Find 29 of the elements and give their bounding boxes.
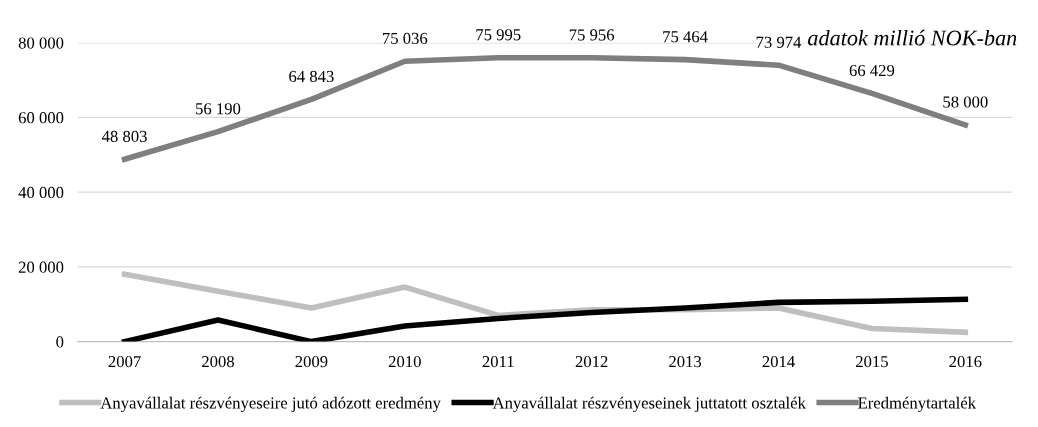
data-label: 75 956 bbox=[569, 29, 615, 41]
y-tick-label: 0 bbox=[56, 336, 64, 348]
data-label: 58 000 bbox=[943, 96, 988, 108]
legend-label: Anyavállalat részvényeseire jutó adózott eredmény bbox=[100, 396, 441, 412]
y-tick-label: 60 000 bbox=[18, 112, 64, 124]
legend-label: Anyavállalat részvényeseinek juttatott osztalék bbox=[492, 396, 806, 412]
y-tick-label: 80 000 bbox=[18, 37, 64, 49]
data-label: 73 974 bbox=[756, 36, 802, 48]
x-tick-label: 2012 bbox=[575, 355, 608, 368]
x-tick-label: 2009 bbox=[295, 355, 328, 368]
x-tick-label: 2013 bbox=[669, 355, 702, 368]
x-tick-label: 2007 bbox=[108, 355, 141, 368]
data-label: 56 190 bbox=[196, 103, 241, 115]
data-label: 64 843 bbox=[289, 70, 334, 83]
y-tick-label: 40 000 bbox=[18, 186, 64, 199]
data-label: 75 995 bbox=[476, 29, 521, 41]
data-label: 66 429 bbox=[849, 64, 895, 77]
annotation: adatok millió NOK-ban bbox=[808, 29, 1017, 46]
x-tick-label: 2010 bbox=[388, 355, 421, 368]
x-tick-label: 2016 bbox=[949, 355, 982, 368]
data-label: 48 803 bbox=[101, 130, 147, 142]
x-tick-label: 2015 bbox=[855, 355, 888, 368]
data-label: 75 464 bbox=[663, 31, 708, 43]
x-tick-label: 2011 bbox=[482, 355, 514, 368]
legend-label: Eredménytartalék bbox=[858, 396, 977, 412]
data-label: 75 036 bbox=[383, 32, 428, 44]
x-tick-label: 2008 bbox=[202, 355, 235, 368]
y-tick-label: 20 000 bbox=[18, 261, 64, 273]
x-tick-label: 2014 bbox=[762, 355, 795, 368]
